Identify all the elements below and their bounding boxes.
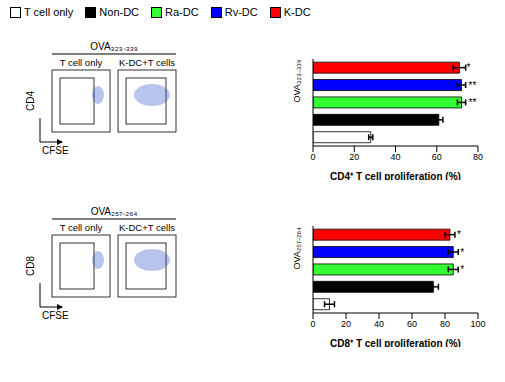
svg-text:40: 40 [390, 152, 400, 162]
svg-text:OVA₃₂₃₋₃₃₉: OVA₃₂₃₋₃₃₉ [90, 41, 138, 52]
svg-text:0: 0 [310, 152, 315, 162]
svg-text:T cell only: T cell only [60, 57, 103, 68]
svg-text:80: 80 [440, 319, 450, 329]
html-text:Non-DC: Non-DC [99, 6, 140, 18]
svg-text:60: 60 [432, 152, 442, 162]
svg-text:T cell only: T cell only [60, 222, 103, 233]
svg-text:40: 40 [374, 319, 384, 329]
svg-text:20: 20 [349, 152, 359, 162]
svg-text:K-DC+T cells: K-DC+T cells [119, 57, 175, 68]
html-text:T cell only: T cell only [24, 6, 74, 18]
svg-text:OVA₂₅₇₋₂₆₄: OVA₂₅₇₋₂₆₄ [292, 227, 302, 270]
svg-text:CFSE: CFSE [42, 145, 69, 156]
svg-text:CD8⁺ T cell proliferation (%): CD8⁺ T cell proliferation (%) [330, 338, 461, 347]
svg-text:*: * [466, 62, 470, 73]
svg-text:*: * [460, 247, 464, 258]
svg-text:60: 60 [407, 319, 417, 329]
html-text:Rv-DC: Rv-DC [224, 6, 258, 18]
svg-text:80: 80 [473, 152, 483, 162]
svg-text:CD8: CD8 [25, 256, 36, 276]
svg-text:CD4⁺ T cell proliferation (%): CD4⁺ T cell proliferation (%) [330, 171, 461, 180]
svg-text:0: 0 [310, 319, 315, 329]
svg-text:OVA₂₅₇₋₂₆₄: OVA₂₅₇₋₂₆₄ [91, 206, 138, 217]
html-text:K-DC: K-DC [283, 6, 311, 18]
html-text:Ra-DC: Ra-DC [165, 6, 199, 18]
svg-text:*: * [457, 229, 461, 240]
svg-text:OVA₃₂₃₋₃₃₉: OVA₃₂₃₋₃₃₉ [292, 59, 302, 102]
svg-text:**: ** [469, 80, 477, 91]
svg-text:*: * [460, 264, 464, 275]
svg-text:CD4: CD4 [25, 91, 36, 111]
svg-text:100: 100 [470, 319, 485, 329]
svg-text:20: 20 [341, 319, 351, 329]
svg-text:CFSE: CFSE [42, 310, 69, 321]
svg-text:**: ** [469, 97, 477, 108]
svg-text:K-DC+T cells: K-DC+T cells [119, 222, 175, 233]
